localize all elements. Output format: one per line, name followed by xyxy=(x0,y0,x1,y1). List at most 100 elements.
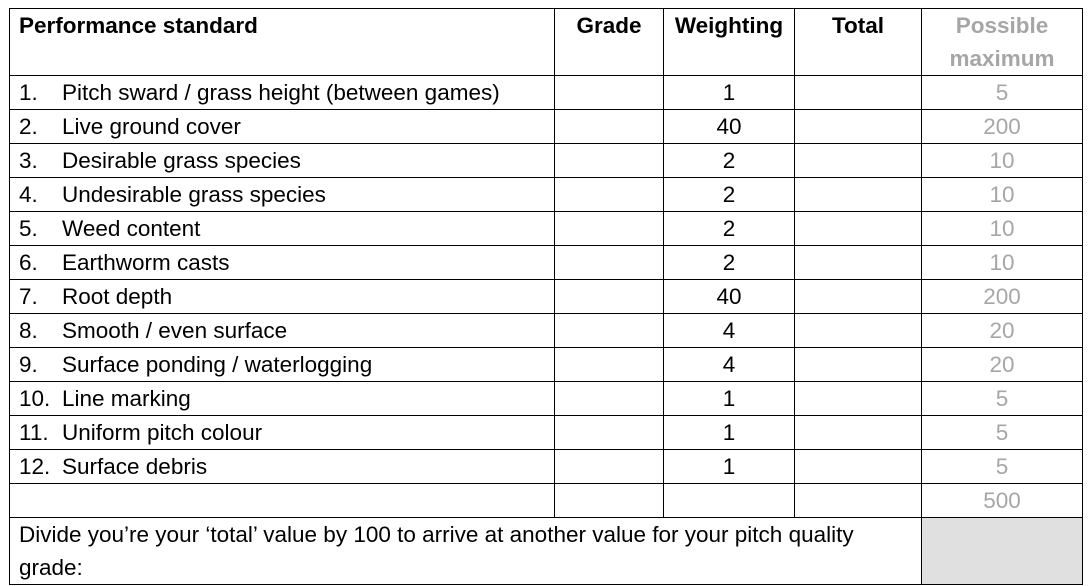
total-cell xyxy=(794,347,922,382)
standard-cell: 1. Pitch sward / grass height (between ga… xyxy=(9,75,555,110)
grade-cell xyxy=(554,279,664,314)
total-cell xyxy=(794,143,922,178)
footer-instruction: Divide you’re your ‘total’ value by 100 … xyxy=(9,517,922,585)
grade-cell xyxy=(554,75,664,110)
weighting-cell: 1 xyxy=(663,415,795,450)
possible-maximum-cell: 10 xyxy=(921,177,1083,212)
table-row: 7. Root depth 40 200 xyxy=(9,279,1083,314)
weighting-cell: 40 xyxy=(663,279,795,314)
footer-grey-cell xyxy=(921,517,1083,585)
header-performance-standard: Performance standard xyxy=(9,8,555,76)
total-cell xyxy=(794,313,922,348)
grade-cell xyxy=(554,347,664,382)
possible-maximum-cell: 10 xyxy=(921,143,1083,178)
sum-row-total-cell xyxy=(794,483,922,518)
grade-cell xyxy=(554,245,664,280)
row-number: 9. xyxy=(19,352,38,377)
total-cell xyxy=(794,109,922,144)
total-cell xyxy=(794,279,922,314)
grade-cell xyxy=(554,381,664,416)
row-label: Live ground cover xyxy=(62,114,241,139)
total-cell xyxy=(794,75,922,110)
weighting-cell: 2 xyxy=(663,211,795,246)
row-label: Earthworm casts xyxy=(62,250,230,275)
standard-cell: 9. Surface ponding / waterlogging xyxy=(9,347,555,382)
row-number: 11. xyxy=(19,420,49,445)
sum-row: 500 xyxy=(9,483,1083,518)
weighting-cell: 2 xyxy=(663,245,795,280)
weighting-cell: 4 xyxy=(663,313,795,348)
row-number: 6. xyxy=(19,250,38,275)
table-row: 12. Surface debris 1 5 xyxy=(9,449,1083,484)
row-label: Undesirable grass species xyxy=(62,182,326,207)
weighting-cell: 40 xyxy=(663,109,795,144)
header-row: Performance standard Grade Weighting Tot… xyxy=(9,8,1083,76)
table-row: 10. Line marking 1 5 xyxy=(9,381,1083,416)
row-label: Surface ponding / waterlogging xyxy=(62,352,373,377)
sum-row-label-cell xyxy=(9,483,555,518)
possible-maximum-cell: 5 xyxy=(921,381,1083,416)
row-label: Desirable grass species xyxy=(62,148,301,173)
row-number: 10. xyxy=(19,386,51,411)
total-cell xyxy=(794,245,922,280)
grade-cell xyxy=(554,143,664,178)
row-number: 2. xyxy=(19,114,38,139)
header-weighting: Weighting xyxy=(663,8,795,76)
standard-cell: 3. Desirable grass species xyxy=(9,143,555,178)
row-number: 7. xyxy=(19,284,38,309)
possible-maximum-cell: 5 xyxy=(921,415,1083,450)
grade-cell xyxy=(554,313,664,348)
possible-maximum-cell: 20 xyxy=(921,347,1083,382)
row-label: Uniform pitch colour xyxy=(62,420,263,445)
standard-cell: 2. Live ground cover xyxy=(9,109,555,144)
grade-cell xyxy=(554,177,664,212)
standard-cell: 5. Weed content xyxy=(9,211,555,246)
grade-cell xyxy=(554,415,664,450)
standard-cell: 7. Root depth xyxy=(9,279,555,314)
standard-cell: 10. Line marking xyxy=(9,381,555,416)
total-cell xyxy=(794,449,922,484)
row-number: 8. xyxy=(19,318,38,343)
row-label: Root depth xyxy=(62,284,173,309)
grade-cell xyxy=(554,109,664,144)
table-row: 9. Surface ponding / waterlogging 4 20 xyxy=(9,347,1083,382)
table-row: 4. Undesirable grass species 2 10 xyxy=(9,177,1083,212)
possible-maximum-cell: 5 xyxy=(921,75,1083,110)
weighting-cell: 1 xyxy=(663,75,795,110)
table-row: 8. Smooth / even surface 4 20 xyxy=(9,313,1083,348)
possible-maximum-cell: 10 xyxy=(921,245,1083,280)
sum-row-weighting-cell xyxy=(663,483,795,518)
sum-row-maximum: 500 xyxy=(921,483,1083,518)
row-label: Weed content xyxy=(62,216,201,241)
row-number: 3. xyxy=(19,148,38,173)
weighting-cell: 2 xyxy=(663,177,795,212)
header-total: Total xyxy=(794,8,922,76)
weighting-cell: 4 xyxy=(663,347,795,382)
grade-cell xyxy=(554,449,664,484)
table-body: 1. Pitch sward / grass height (between ga… xyxy=(9,75,1083,484)
standard-cell: 11. Uniform pitch colour xyxy=(9,415,555,450)
row-label: Smooth / even surface xyxy=(62,318,288,343)
row-number: 5. xyxy=(19,216,38,241)
header-grade: Grade xyxy=(554,8,664,76)
standard-cell: 4. Undesirable grass species xyxy=(9,177,555,212)
table-row: 6. Earthworm casts 2 10 xyxy=(9,245,1083,280)
sum-row-grade-cell xyxy=(554,483,664,518)
row-label: Surface debris xyxy=(62,454,208,479)
row-number: 1. xyxy=(19,80,38,105)
table-row: 1. Pitch sward / grass height (between ga… xyxy=(9,75,1083,110)
footer-row: Divide you’re your ‘total’ value by 100 … xyxy=(9,517,1083,585)
row-number: 4. xyxy=(19,182,38,207)
weighting-cell: 1 xyxy=(663,449,795,484)
possible-maximum-cell: 10 xyxy=(921,211,1083,246)
possible-maximum-cell: 5 xyxy=(921,449,1083,484)
table-row: 5. Weed content 2 10 xyxy=(9,211,1083,246)
total-cell xyxy=(794,415,922,450)
total-cell xyxy=(794,211,922,246)
table-row: 2. Live ground cover 40 200 xyxy=(9,109,1083,144)
header-possible-maximum: Possible maximum xyxy=(921,8,1083,76)
grade-cell xyxy=(554,211,664,246)
row-label: Line marking xyxy=(62,386,191,411)
possible-maximum-cell: 20 xyxy=(921,313,1083,348)
row-label: Pitch sward / grass height (between game… xyxy=(62,80,500,105)
